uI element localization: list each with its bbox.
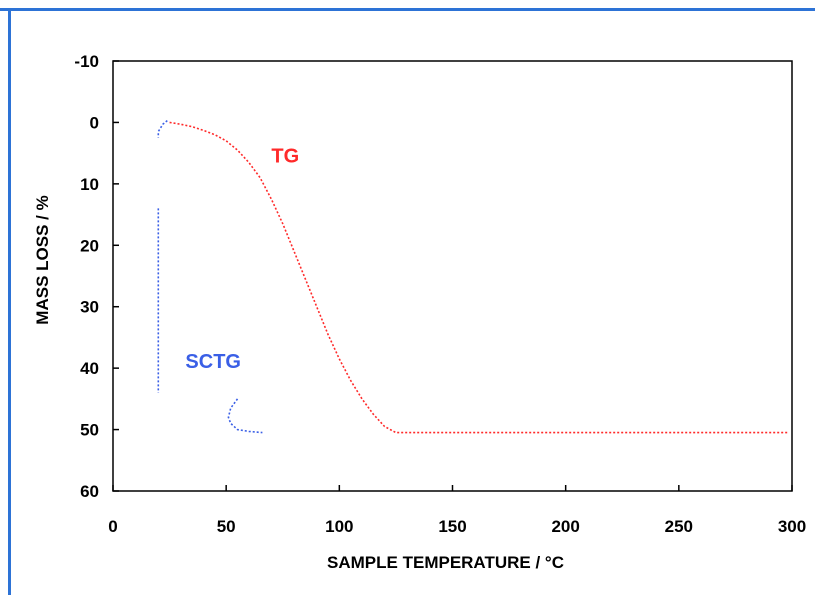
x-tick-label: 0 [108, 517, 117, 536]
y-tick-label: 0 [90, 113, 99, 132]
y-tick-label: -10 [74, 52, 99, 71]
series-line-sctg [157, 119, 168, 138]
plot-frame [112, 60, 793, 492]
series-label-tg: TG [271, 145, 299, 167]
series-line-sctg [227, 398, 263, 434]
frame-border-left [8, 8, 11, 595]
x-tick-label: 200 [551, 517, 579, 536]
y-tick-label: 10 [80, 175, 99, 194]
frame-border-top [0, 8, 815, 11]
y-tick-label: 50 [80, 421, 99, 440]
y-axis-label: MASS LOSS / % [33, 195, 52, 324]
x-tick-label: 150 [438, 517, 466, 536]
plot-area: -10 0 10 20 30 40 50 60 0 50 100 150 200 250 300 SAMPLE… [33, 52, 806, 572]
series-line-tg [169, 121, 788, 434]
y-tick-label: 30 [80, 298, 99, 317]
y-tick-label: 40 [80, 359, 99, 378]
x-tick-label: 300 [778, 517, 806, 536]
x-tick-label: 100 [325, 517, 353, 536]
x-tick-label: 250 [665, 517, 693, 536]
x-axis-label: SAMPLE TEMPERATURE / °C [327, 553, 564, 572]
y-tick-label: 60 [80, 482, 99, 501]
x-tick-label: 50 [217, 517, 236, 536]
series-label-sctg: SCTG [185, 351, 241, 373]
y-tick-label: 20 [80, 236, 99, 255]
